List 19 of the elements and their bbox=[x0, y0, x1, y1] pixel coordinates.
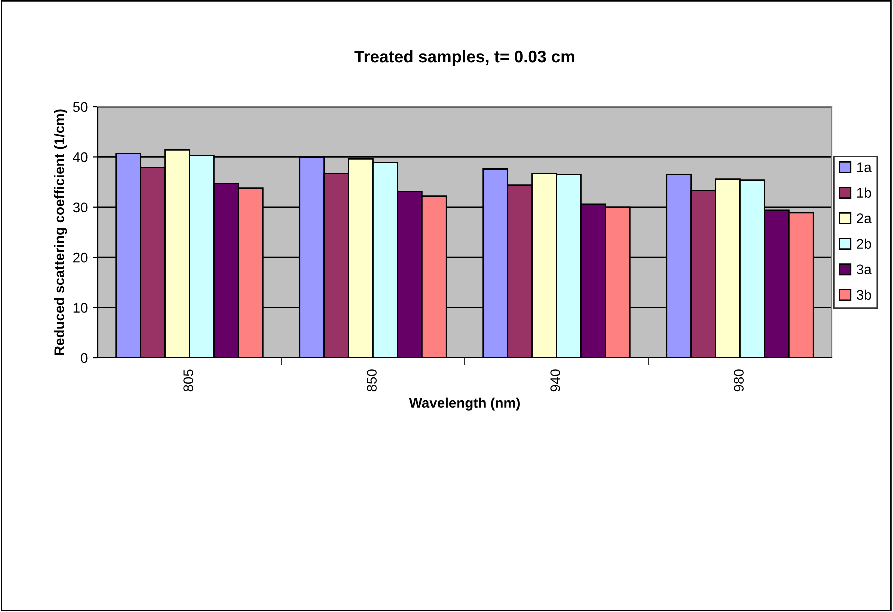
legend-label: 2a bbox=[857, 214, 872, 224]
x-tick-label: 850 bbox=[367, 370, 377, 392]
chart-title: Treated samples, t= 0.03 cm bbox=[354, 50, 574, 66]
y-tick-label: 10 bbox=[74, 303, 88, 313]
y-tick-label: 20 bbox=[74, 252, 88, 263]
legend-label: 1a bbox=[857, 162, 872, 172]
y-tick-label: 40 bbox=[73, 152, 88, 162]
y-tick-label: 30 bbox=[73, 202, 88, 213]
legend-label: 2b bbox=[857, 238, 872, 250]
y-tick-label: 50 bbox=[73, 102, 88, 112]
x-tick-label: 805 bbox=[184, 370, 194, 392]
x-tick-label: 940 bbox=[550, 370, 560, 392]
legend-label: 1b bbox=[857, 188, 872, 198]
x-tick-label: 980 bbox=[734, 370, 744, 392]
x-axis-title: Wavelength (nm) bbox=[409, 398, 520, 411]
legend-label: 3b bbox=[856, 290, 872, 300]
legend-label: 3a bbox=[856, 264, 872, 275]
y-tick-label: 0 bbox=[81, 353, 88, 364]
y-axis-title: Reduced scattering coefficient (1/cm) bbox=[54, 110, 68, 356]
